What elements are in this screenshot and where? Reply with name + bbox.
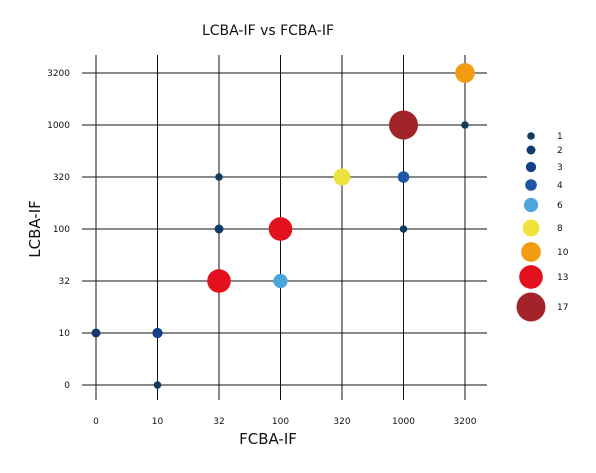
data-point bbox=[215, 173, 223, 181]
x-tick-label: 3200 bbox=[454, 417, 477, 427]
legend-marker bbox=[519, 265, 543, 289]
legend-label: 10 bbox=[557, 248, 569, 258]
legend-marker bbox=[523, 197, 539, 213]
y-axis-ticks: 0 10 32 100 320 1000 3200 bbox=[47, 69, 70, 391]
x-tick-label: 1000 bbox=[392, 417, 415, 427]
legend-marker bbox=[516, 292, 546, 322]
legend-label: 4 bbox=[557, 181, 563, 191]
y-tick-label: 320 bbox=[53, 173, 70, 183]
legend-label: 8 bbox=[557, 224, 563, 234]
x-tick-label: 320 bbox=[333, 417, 350, 427]
y-tick-label: 0 bbox=[64, 381, 70, 391]
data-point bbox=[397, 171, 410, 183]
legend-label: 2 bbox=[557, 146, 563, 156]
data-point bbox=[214, 224, 224, 234]
data-point bbox=[273, 273, 288, 289]
y-tick-label: 10 bbox=[59, 329, 71, 339]
legend-label: 1 bbox=[557, 132, 563, 142]
data-point bbox=[333, 168, 351, 186]
data-point bbox=[455, 63, 475, 83]
x-axis-label: FCBA-IF bbox=[239, 430, 297, 448]
legend-label: 17 bbox=[557, 303, 568, 313]
x-tick-label: 0 bbox=[93, 417, 99, 427]
x-tick-label: 100 bbox=[272, 417, 289, 427]
data-point bbox=[207, 269, 231, 293]
legend-marker bbox=[527, 132, 535, 140]
x-tick-label: 32 bbox=[213, 417, 224, 427]
data-points bbox=[91, 63, 475, 389]
y-tick-label: 3200 bbox=[47, 69, 70, 79]
legend-marker bbox=[525, 179, 537, 191]
data-point bbox=[152, 327, 163, 339]
y-tick-label: 1000 bbox=[47, 121, 70, 131]
size-legend: 1 2 3 4 6 8 10 13 17 bbox=[516, 132, 569, 322]
legend-marker bbox=[522, 219, 540, 237]
data-point bbox=[153, 381, 162, 389]
data-point bbox=[268, 217, 293, 241]
x-tick-label: 10 bbox=[152, 417, 164, 427]
data-point bbox=[399, 225, 408, 233]
legend-label: 13 bbox=[557, 273, 568, 283]
legend-label: 3 bbox=[557, 163, 563, 173]
data-point bbox=[91, 328, 101, 338]
chart-title: LCBA-IF vs FCBA-IF bbox=[202, 23, 334, 39]
y-axis-label: LCBA-IF bbox=[26, 200, 44, 258]
data-point bbox=[461, 121, 469, 129]
y-tick-label: 32 bbox=[59, 277, 70, 287]
legend-marker bbox=[521, 242, 541, 262]
x-axis-ticks: 0 10 32 100 320 1000 3200 bbox=[93, 417, 477, 427]
legend-marker bbox=[525, 161, 537, 173]
y-tick-label: 100 bbox=[53, 225, 70, 235]
legend-marker bbox=[526, 145, 536, 155]
data-point bbox=[389, 110, 418, 140]
legend-label: 6 bbox=[557, 201, 563, 211]
